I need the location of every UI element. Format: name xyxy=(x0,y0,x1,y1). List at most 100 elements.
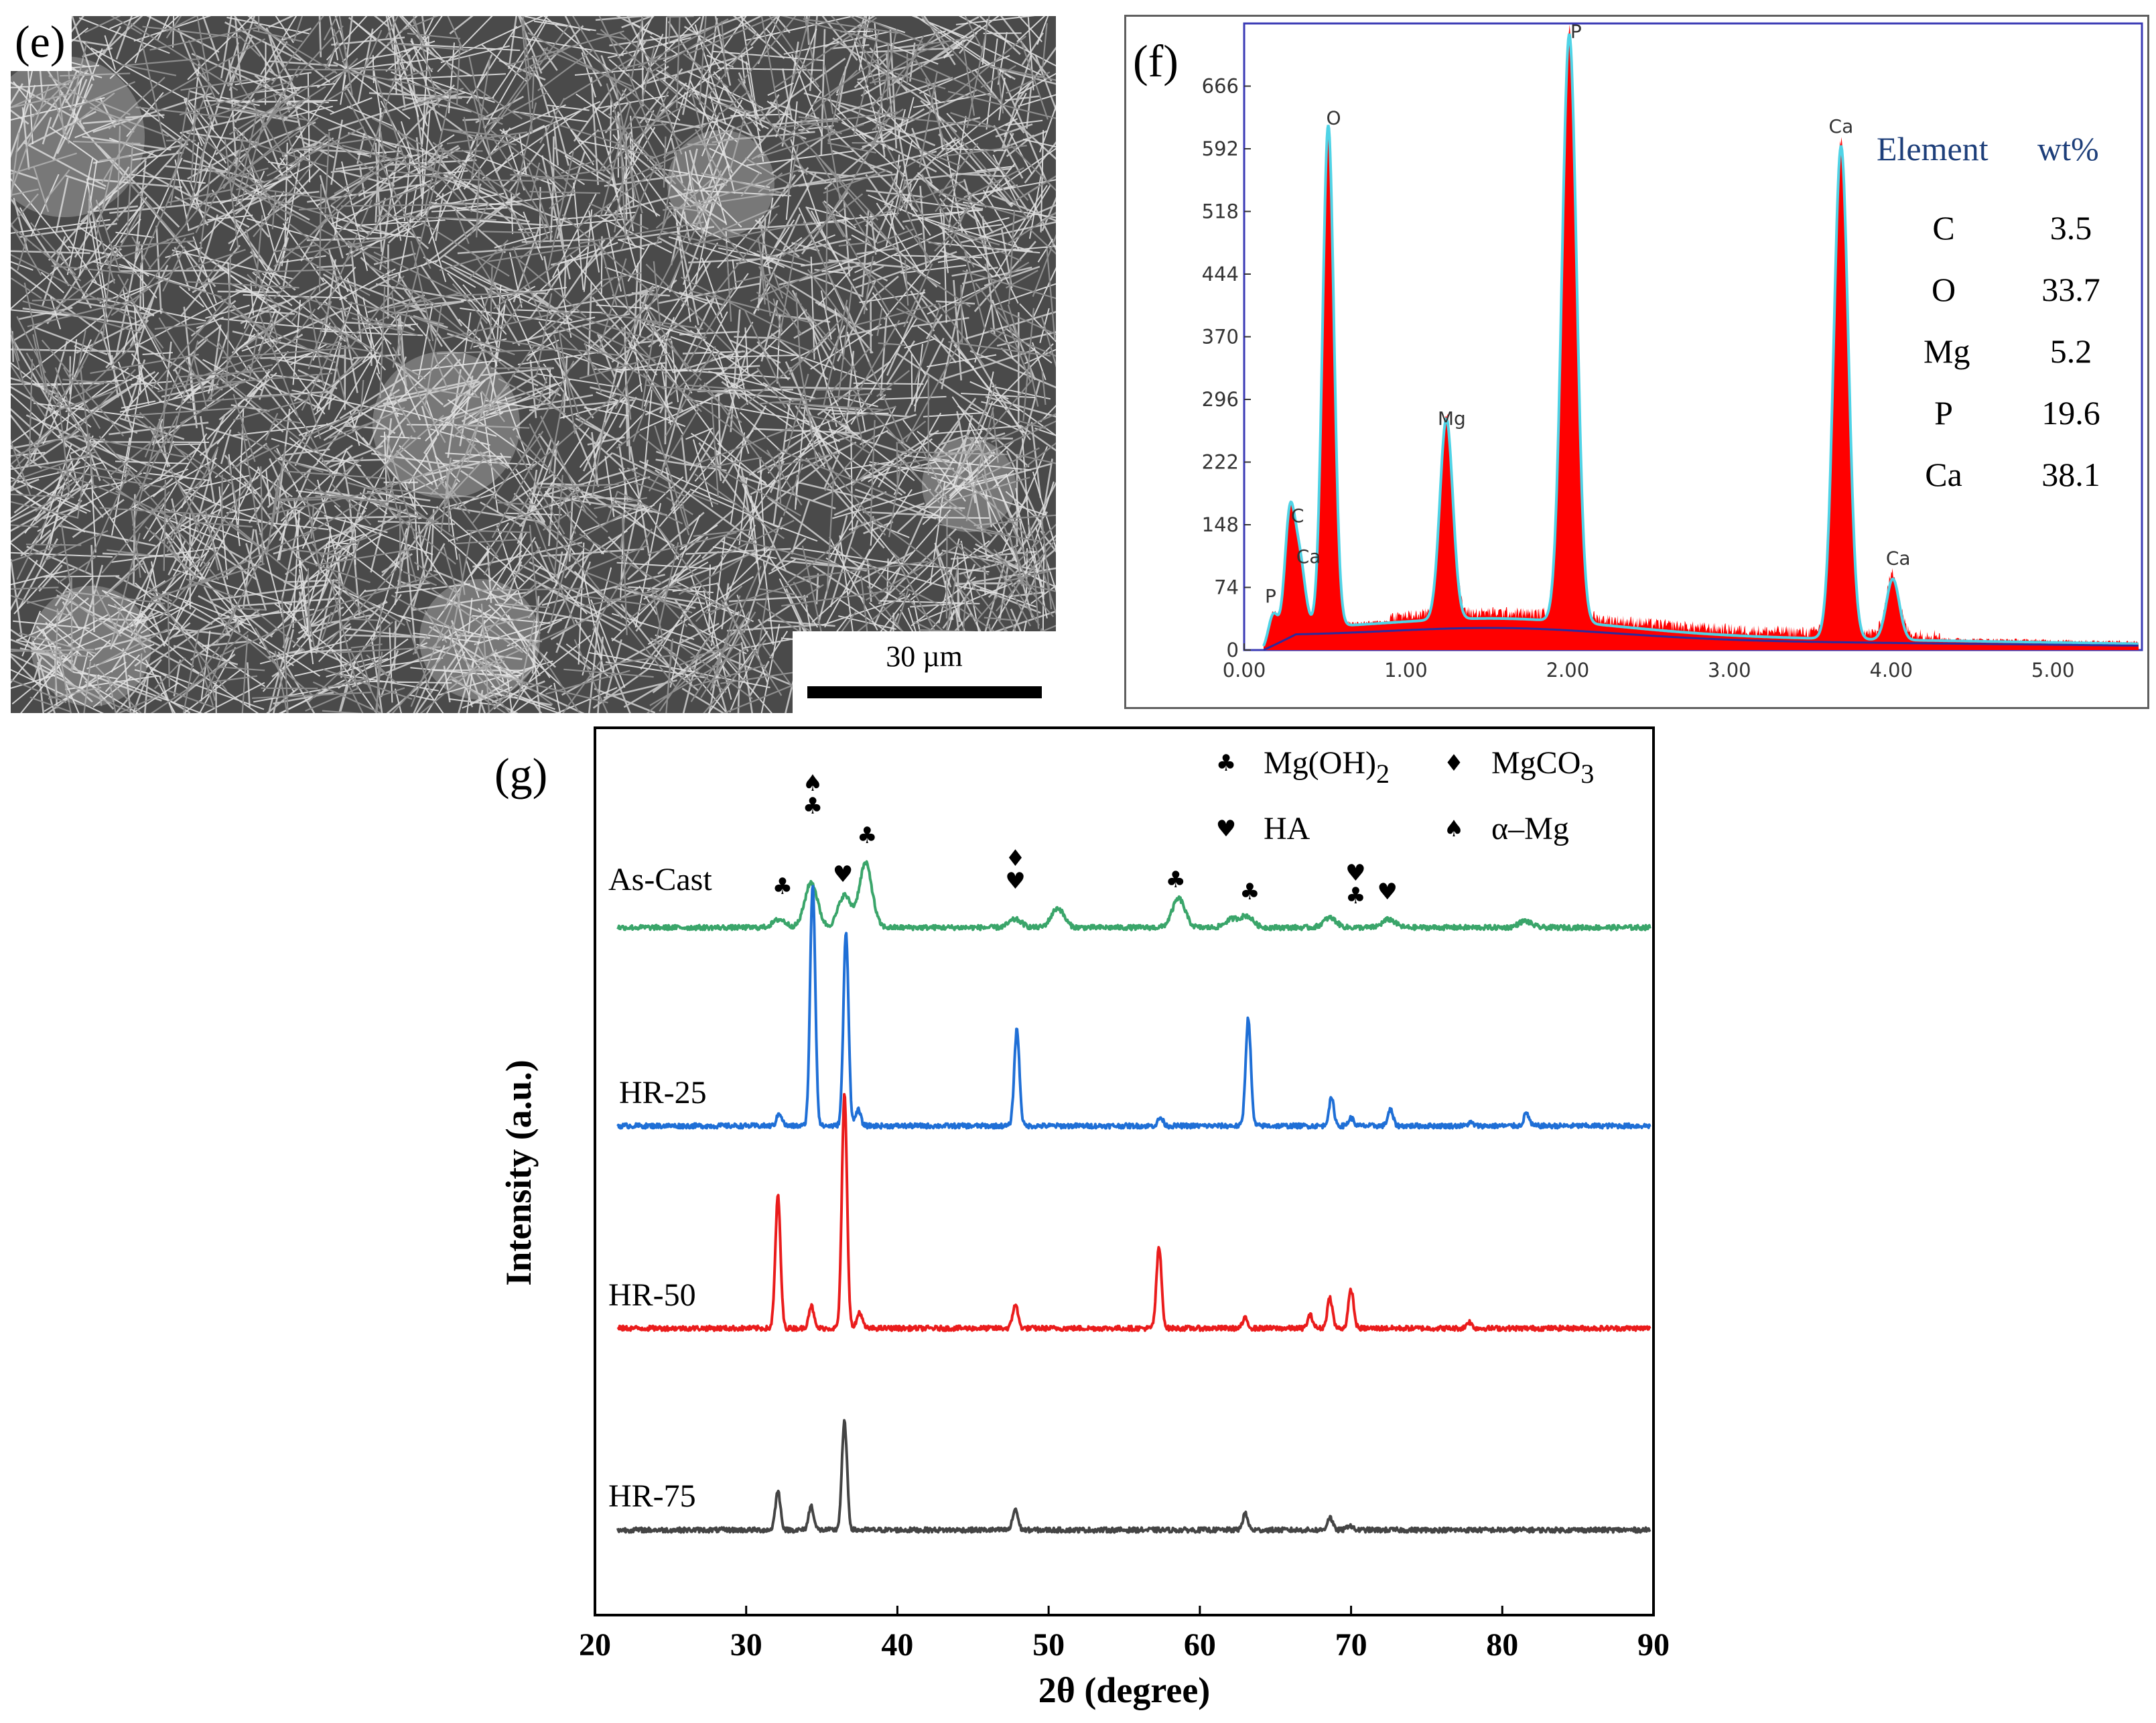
eds-plot-frame xyxy=(1243,22,2143,651)
xrd-x-tick-label: 70 xyxy=(1335,1627,1367,1663)
xrd-phase-marker: ♣ xyxy=(803,793,823,820)
xrd-y-axis-title: Intensity (a.u.) xyxy=(498,1060,539,1286)
eds-y-tick-label: 592 xyxy=(1202,137,1239,160)
xrd-phase-marker: ♣ xyxy=(1239,879,1260,905)
xrd-x-tick-label: 60 xyxy=(1184,1627,1216,1663)
eds-y-tick-label: 0 xyxy=(1227,639,1239,661)
eds-peak-label: Ca xyxy=(1829,115,1854,137)
table-wt-o: 33.7 xyxy=(2041,271,2100,308)
eds-x-tick-label: 4.00 xyxy=(1869,659,1913,682)
eds-x-tick-label: 3.00 xyxy=(1708,659,1751,682)
eds-x-tick-label: 1.00 xyxy=(1384,659,1428,682)
xrd-legend-symbol: ♥ xyxy=(1216,816,1236,842)
xrd-plot-frame xyxy=(594,726,1655,1616)
xrd-phase-marker: ♣ xyxy=(772,873,793,900)
xrd-peak-markers: ♣♠♣♥♣♦♥ ♣ ♣♥♣ ♥ xyxy=(772,770,1398,909)
sem-bright-cluster xyxy=(373,351,520,499)
xrd-phase-marker: ♥ xyxy=(1005,868,1025,895)
xrd-x-tick-label: 40 xyxy=(881,1627,913,1663)
xrd-legend-subscript: 3 xyxy=(1580,759,1594,789)
eds-peak-label: O xyxy=(1327,107,1341,129)
xrd-x-tick-label: 80 xyxy=(1486,1627,1518,1663)
eds-panel: 0 74 148 222 296 370 444 518 592 666 0.00 1.00 2.00… xyxy=(1124,15,2149,709)
scale-bar-label: 30 µm xyxy=(886,640,963,673)
eds-x-tick-label: 0.00 xyxy=(1223,659,1266,682)
table-header-element: Element xyxy=(1877,130,1989,168)
eds-y-tick-label: 296 xyxy=(1202,388,1239,411)
xrd-phase-marker: ♥ xyxy=(833,861,853,888)
xrd-legend: ♣ Mg(OH)2 ♦ MgCO3 ♥ HA ♠ α–Mg xyxy=(1216,745,1595,846)
xrd-legend-symbol: ♣ xyxy=(1216,750,1236,777)
eds-peak-label: Ca xyxy=(1296,546,1321,568)
panel-label-g: (g) xyxy=(494,749,547,800)
panel-label-f: (f) xyxy=(1133,36,1178,86)
xrd-phase-marker: ♣ xyxy=(1166,867,1186,893)
table-element-o: O xyxy=(1931,271,1956,308)
xrd-legend-subscript: 2 xyxy=(1376,759,1390,789)
xrd-series-line xyxy=(616,1092,1652,1332)
xrd-phase-marker: ♥ xyxy=(1345,860,1365,887)
eds-peak-label: P xyxy=(1265,585,1276,607)
xrd-series-line xyxy=(616,1419,1652,1534)
eds-spectrum-outline xyxy=(1262,33,2139,647)
xrd-x-tick-label: 30 xyxy=(730,1627,762,1663)
xrd-phase-marker: ♣ xyxy=(1345,883,1365,909)
sem-bright-cluster xyxy=(419,579,540,700)
eds-x-tick-label: 2.00 xyxy=(1546,659,1590,682)
eds-y-tick-label: 518 xyxy=(1202,200,1239,223)
panel-label-e: (e) xyxy=(11,16,72,71)
table-wt-ca: 38.1 xyxy=(2041,456,2100,493)
table-header-wt: wt% xyxy=(2037,130,2099,168)
eds-y-tick-label: 370 xyxy=(1202,326,1239,348)
xrd-phase-marker: ♣ xyxy=(857,822,877,849)
sem-bright-cluster xyxy=(31,586,151,706)
xrd-legend-label: α–Mg xyxy=(1491,811,1569,846)
xrd-phase-marker: ♦ xyxy=(1005,845,1025,872)
eds-x-ticks: 0.00 1.00 2.00 3.00 4.00 5.00 xyxy=(1223,643,2075,682)
xrd-legend-symbol: ♦ xyxy=(1444,750,1464,777)
eds-y-tick-label: 222 xyxy=(1202,451,1239,474)
eds-peak-label: P xyxy=(1570,20,1582,42)
table-element-p: P xyxy=(1934,394,1953,432)
xrd-legend-symbol: ♠ xyxy=(1444,816,1464,842)
xrd-x-axis-title: 2θ (degree) xyxy=(1038,1670,1211,1710)
xrd-x-tick-label: 20 xyxy=(579,1627,611,1663)
eds-peak-label: C xyxy=(1291,505,1304,527)
sem-panel: (e) 30 µm xyxy=(11,16,1056,713)
scale-bar xyxy=(807,686,1042,698)
xrd-panel: (g) As-Cast HR-25 HR-50 HR-75 ♣ ♠ ♣ ♥ ♣ ♦ ♥ ♣ ♣ ♥ ♣ ♥ … xyxy=(469,717,1715,1722)
xrd-legend-label: MgCO3 xyxy=(1491,745,1594,789)
xrd-series-group: As-Cast HR-25 HR-50 HR-75 xyxy=(608,860,1652,1534)
xrd-phase-marker: ♠ xyxy=(803,770,823,797)
eds-y-tick-label: 74 xyxy=(1214,576,1239,599)
scale-bar-box: 30 µm xyxy=(793,631,1056,713)
eds-y-ticks: 0 74 148 222 296 370 444 518 592 666 xyxy=(1202,75,1251,661)
table-element-ca: Ca xyxy=(1925,456,1962,493)
table-element-mg: Mg xyxy=(1924,332,1970,370)
xrd-series-label: HR-50 xyxy=(608,1277,696,1313)
eds-spectrum-fill xyxy=(1264,24,2139,651)
eds-y-tick-label: 666 xyxy=(1202,75,1239,98)
xrd-x-tick-label: 50 xyxy=(1032,1627,1065,1663)
xrd-series-line xyxy=(616,885,1652,1130)
eds-peak-label: Ca xyxy=(1886,547,1911,569)
xrd-x-tick-label: 90 xyxy=(1637,1627,1670,1663)
eds-spectrum-chart: 0 74 148 222 296 370 444 518 592 666 0.00 1.00 2.00… xyxy=(1202,20,2143,682)
xrd-x-ticks: 20 30 40 50 60 70 80 90 xyxy=(579,1606,1670,1663)
eds-y-tick-label: 148 xyxy=(1202,513,1239,536)
eds-peak-labels: P Ca C O Mg P Ca Ca xyxy=(1265,20,1911,607)
sem-bright-cluster xyxy=(11,56,145,217)
sem-needle-crystals-image xyxy=(11,16,1056,713)
sem-bright-cluster xyxy=(667,130,774,237)
eds-y-tick-label: 444 xyxy=(1202,263,1239,285)
sem-needles xyxy=(11,16,1056,713)
xrd-phase-marker: ♥ xyxy=(1377,879,1398,905)
eds-background-line xyxy=(1263,627,2139,651)
xrd-legend-label: HA xyxy=(1264,811,1310,846)
xrd-series-label: HR-25 xyxy=(619,1075,707,1110)
sem-needle-set xyxy=(11,16,1056,713)
xrd-series-label: As-Cast xyxy=(608,862,712,897)
xrd-legend-label: Mg(OH)2 xyxy=(1264,745,1390,789)
eds-x-tick-label: 5.00 xyxy=(2031,659,2075,682)
